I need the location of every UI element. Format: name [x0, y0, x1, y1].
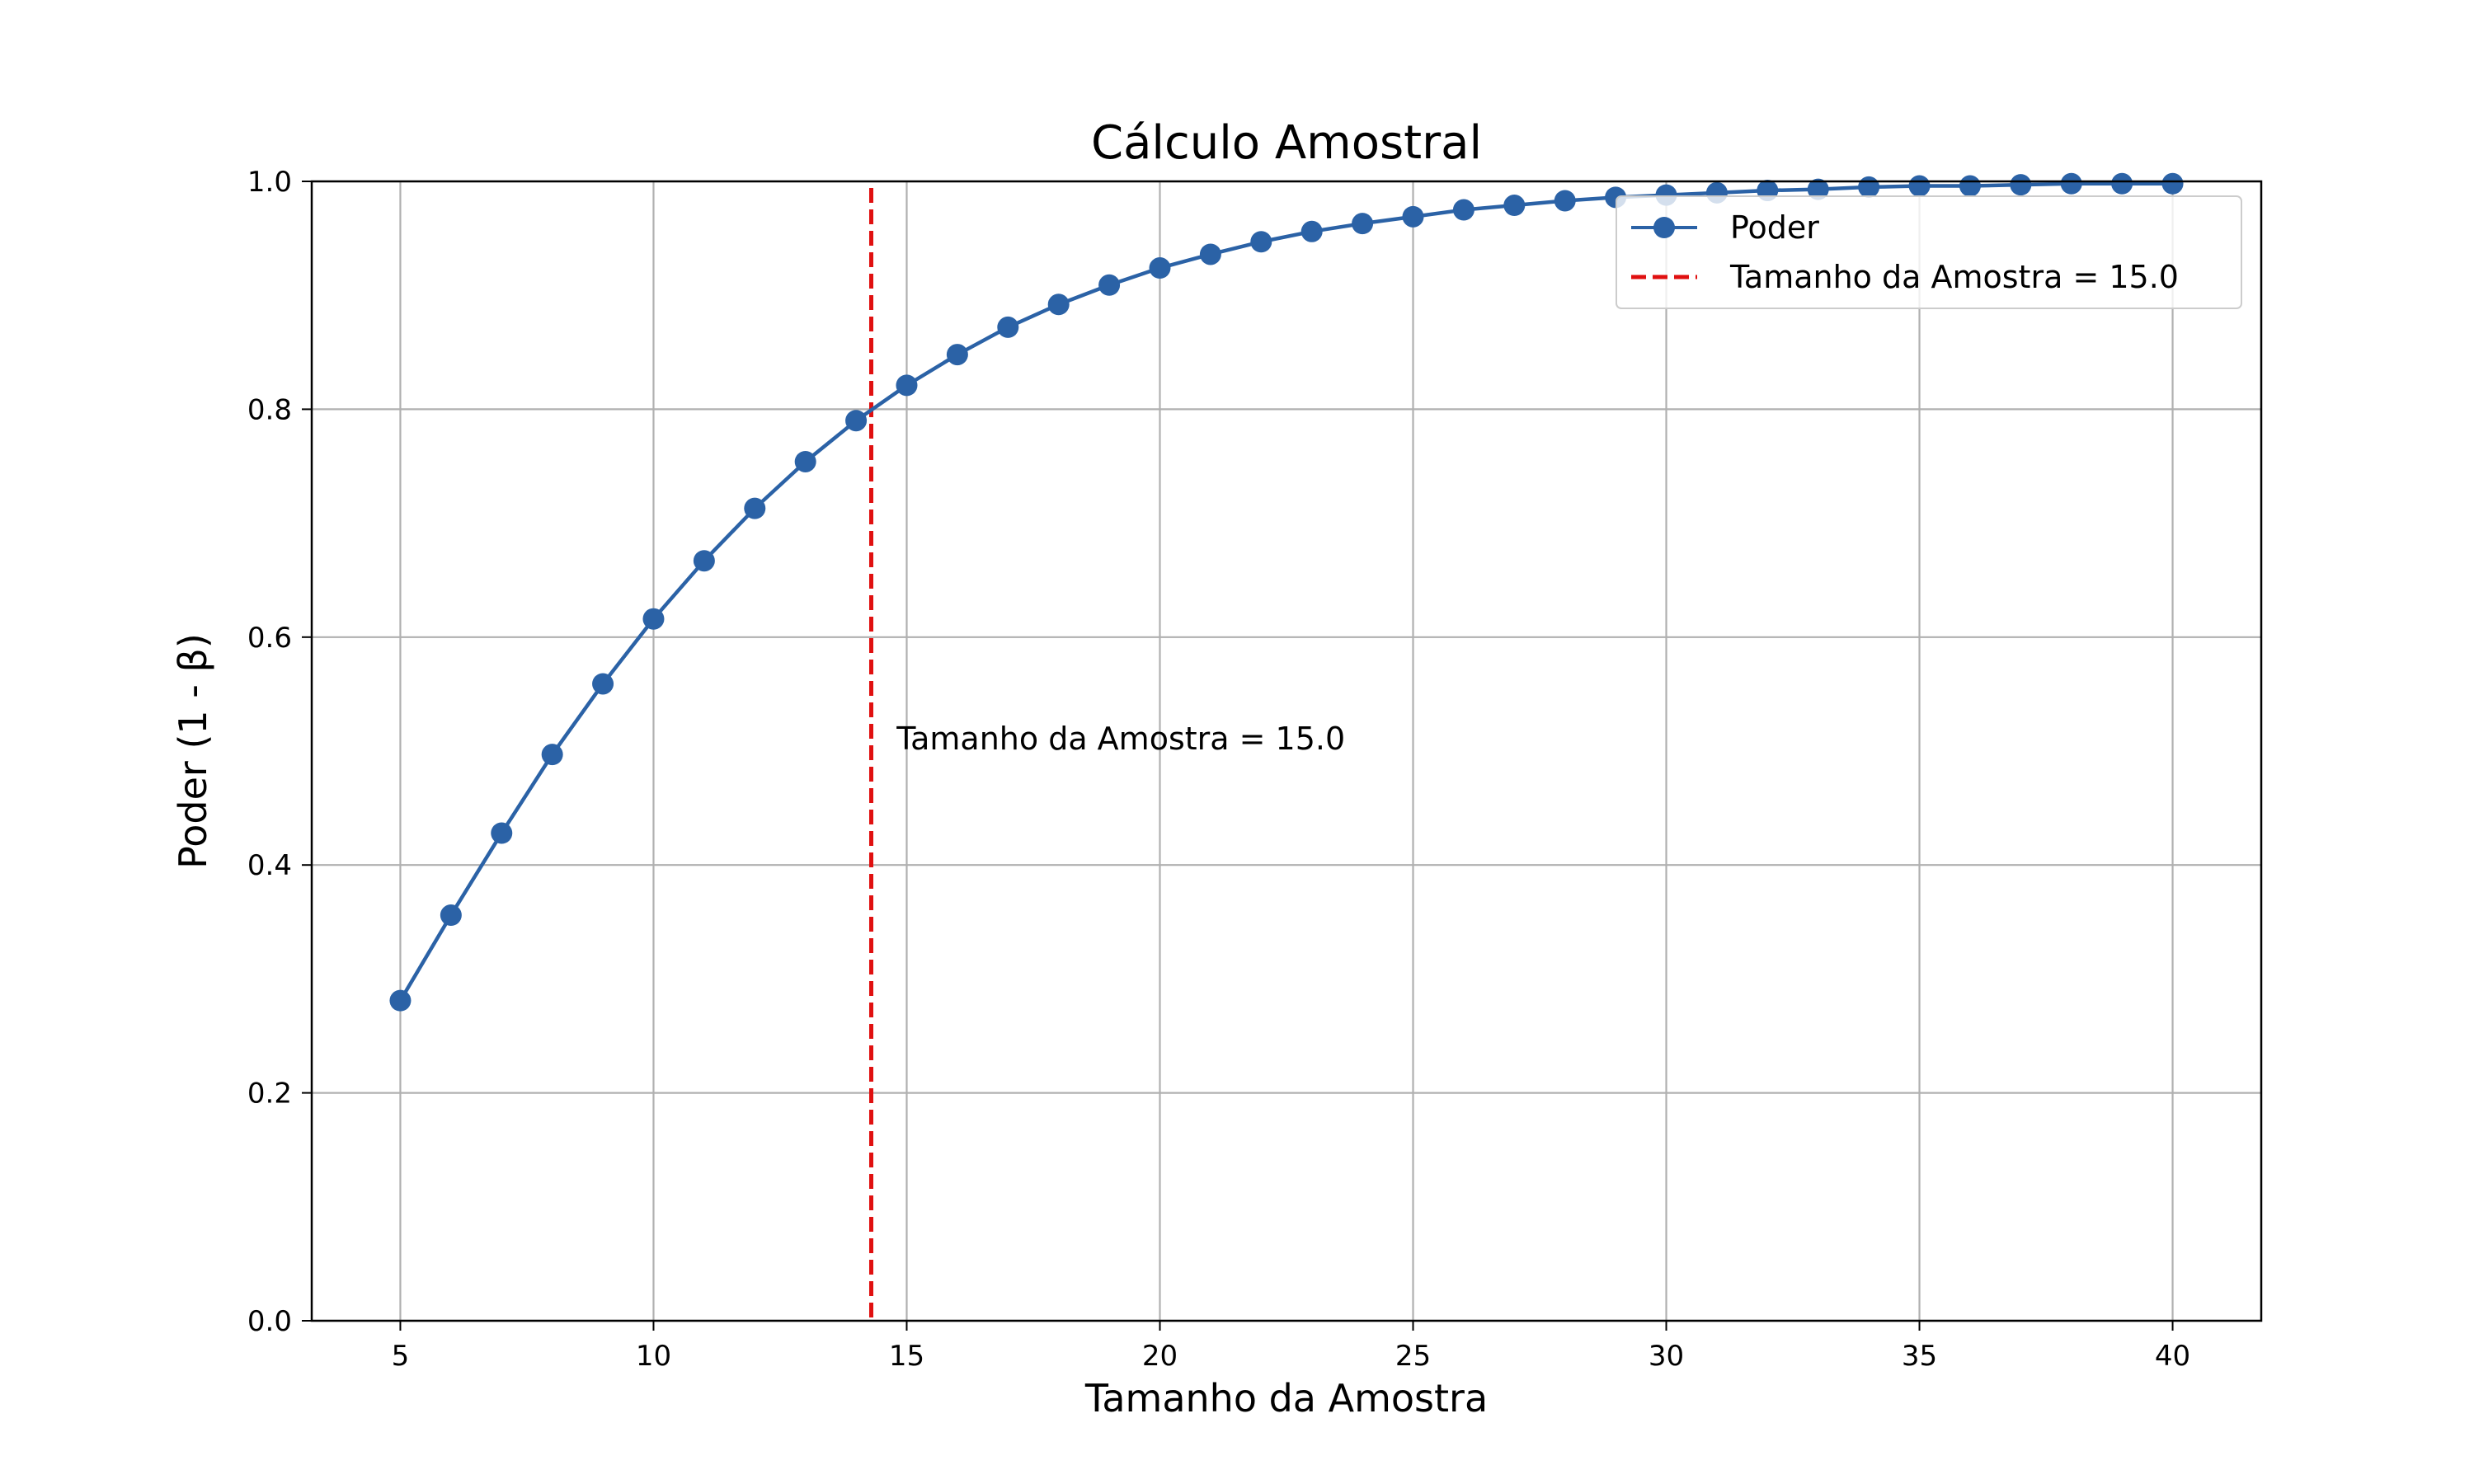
x-tick-label: 15 [889, 1340, 924, 1373]
data-point [1199, 243, 1221, 265]
data-point [491, 822, 513, 844]
data-point [1554, 190, 1576, 212]
legend-label-reference-line: Tamanho da Amostra = 15.0 [1729, 259, 2179, 295]
x-tick-label: 20 [1142, 1340, 1178, 1373]
data-point [1250, 231, 1272, 253]
data-point [1959, 175, 1981, 197]
data-point [744, 497, 766, 519]
legend: Poder Tamanho da Amostra = 15.0 [1616, 195, 2242, 309]
legend-swatch-poder-marker [1653, 217, 1675, 238]
data-point [2161, 172, 2184, 195]
data-point [642, 608, 665, 630]
data-point [896, 374, 918, 397]
data-point [2010, 174, 2032, 196]
x-tick-label: 30 [1649, 1340, 1684, 1373]
data-point [794, 450, 816, 472]
data-point [1402, 205, 1424, 228]
x-tick-label: 5 [392, 1340, 410, 1373]
y-tick-label: 1.0 [247, 166, 292, 199]
legend-box [1616, 195, 2242, 309]
y-tick-label: 0.8 [247, 393, 292, 426]
data-point [1503, 195, 1526, 217]
ticks: 5 10 15 20 25 30 35 40 0.0 0.2 0.4 0.6 0.8 1.0 [247, 166, 2190, 1373]
data-point [1452, 199, 1475, 221]
data-point [1908, 175, 1931, 197]
data-point [1300, 220, 1323, 242]
data-point [2060, 172, 2082, 195]
data-point [1098, 274, 1121, 296]
x-axis-label: Tamanho da Amostra [1084, 1376, 1488, 1421]
annotation-text: Tamanho da Amostra = 15.0 [896, 721, 1345, 757]
legend-label-poder: Poder [1730, 209, 1819, 246]
data-point [389, 989, 412, 1012]
data-point [440, 904, 462, 927]
data-point [1047, 294, 1070, 316]
y-tick-label: 0.4 [247, 849, 292, 882]
data-point [1352, 213, 1374, 235]
data-point [592, 673, 614, 695]
x-tick-label: 25 [1395, 1340, 1431, 1373]
data-point [1149, 257, 1171, 279]
y-tick-label: 0.0 [247, 1305, 292, 1338]
y-tick-label: 0.6 [247, 622, 292, 655]
data-point [1858, 176, 1880, 198]
plot-frame [310, 180, 2263, 1322]
data-point [997, 316, 1019, 338]
data-point [1807, 178, 1829, 200]
y-axis-label: Poder (1 - β) [171, 633, 215, 869]
data-point [693, 550, 715, 572]
x-tick-label: 40 [2155, 1340, 2190, 1373]
data-point [541, 744, 563, 766]
data-point [946, 344, 968, 366]
chart-title: Cálculo Amostral [1091, 116, 1482, 170]
data-point [845, 410, 868, 432]
y-tick-label: 0.2 [247, 1078, 292, 1111]
data-point [2111, 172, 2133, 195]
x-tick-label: 10 [636, 1340, 671, 1373]
x-tick-label: 35 [1902, 1340, 1937, 1373]
